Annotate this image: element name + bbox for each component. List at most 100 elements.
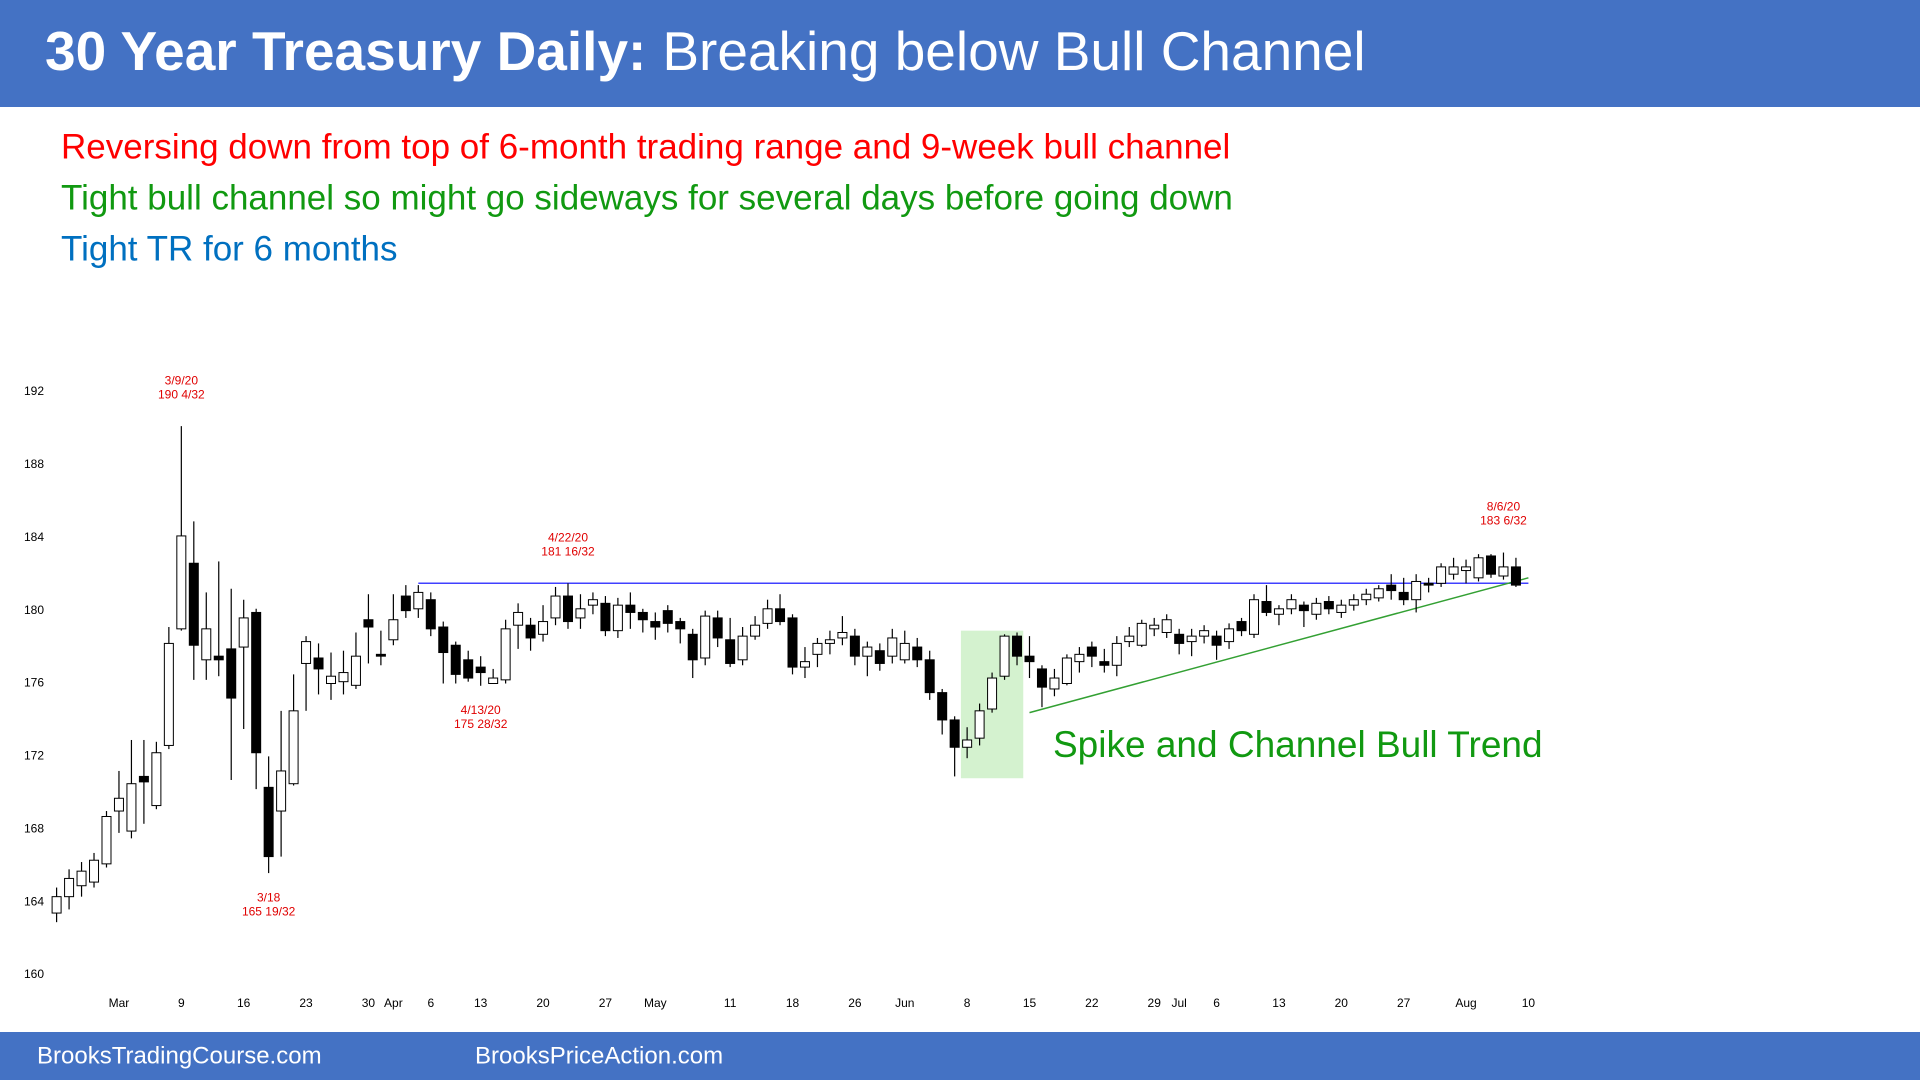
candle-body [375, 653, 386, 657]
candle-body [675, 621, 686, 630]
candle-body [400, 595, 411, 612]
y-tick-label: 176 [24, 676, 44, 690]
candle-body [1186, 635, 1197, 643]
candle-body [51, 896, 62, 914]
candle-body [1099, 661, 1110, 666]
candle-body [1436, 566, 1447, 584]
y-tick-label: 192 [24, 384, 44, 398]
y-tick-label: 188 [24, 457, 44, 471]
candle-body [1361, 593, 1372, 601]
price-annotation: 190 4/32 [158, 387, 205, 401]
candle-body [1423, 582, 1434, 586]
candle-body [1473, 557, 1484, 579]
x-tick-label: 29 [1148, 996, 1162, 1010]
slide-title: 30 Year Treasury Daily: Breaking below Bu… [45, 20, 1366, 82]
candle-body [650, 621, 661, 628]
candle-body [962, 739, 973, 748]
x-tick-label: 23 [299, 996, 313, 1010]
x-tick-label: 18 [786, 996, 800, 1010]
candle-body [1411, 580, 1422, 601]
candle-body [488, 677, 499, 684]
candle-body [1485, 555, 1496, 575]
y-tick-label: 164 [24, 894, 44, 908]
y-tick-label: 172 [24, 749, 44, 763]
candle-body [500, 628, 511, 681]
x-tick-label: 13 [474, 996, 488, 1010]
x-tick-label: 6 [427, 996, 434, 1010]
candle-body [899, 642, 910, 661]
price-annotation: 175 28/32 [454, 717, 508, 731]
x-tick-label: Jul [1171, 996, 1186, 1010]
candle-body [288, 710, 299, 785]
candle-body [999, 635, 1010, 677]
candle-body [700, 615, 711, 659]
candle-body [1211, 635, 1222, 646]
x-tick-label: Aug [1455, 996, 1476, 1010]
x-tick-label: 16 [237, 996, 251, 1010]
trend-label: Spike and Channel Bull Trend [1053, 724, 1543, 765]
candle-body [600, 602, 611, 632]
price-annotation: 4/13/20 [461, 703, 501, 717]
x-tick-label: 6 [1213, 996, 1220, 1010]
candle-body [1074, 653, 1085, 663]
note: Tight TR for 6 months [61, 229, 398, 268]
candle-body [201, 628, 212, 661]
candle-body [787, 617, 798, 668]
candle-body [974, 710, 985, 739]
x-tick-label: 13 [1272, 996, 1286, 1010]
candle-body [1199, 630, 1210, 637]
note: Tight bull channel so might go sideways … [61, 178, 1233, 217]
price-annotation: 3/18 [257, 890, 281, 904]
candle-body [637, 611, 648, 621]
candle-body [737, 635, 748, 661]
candle-body [1261, 601, 1272, 613]
note: Reversing down from top of 6-month tradi… [61, 127, 1230, 166]
candle-body [762, 608, 773, 624]
candle-body [687, 633, 698, 661]
channel-line [1029, 577, 1529, 714]
candle-body [725, 639, 736, 664]
candle-body [1136, 622, 1147, 646]
footer-band [0, 1032, 1920, 1080]
candle-body [874, 650, 885, 664]
candle-body [76, 870, 87, 887]
candle-body [1323, 601, 1334, 610]
candle-body [937, 692, 948, 721]
candle-body [625, 604, 636, 613]
candle-body [1249, 599, 1260, 635]
candle-body [1510, 566, 1521, 586]
candle-body [301, 641, 312, 664]
candle-body [413, 591, 424, 610]
candle-body [188, 562, 199, 646]
candle-body [64, 877, 75, 898]
candle-body [1298, 604, 1309, 612]
candle-body [1311, 602, 1322, 615]
candle-body [750, 624, 761, 637]
candle-body [1461, 566, 1472, 572]
x-tick-label: 30 [362, 996, 376, 1010]
header-band [0, 0, 1920, 107]
candle-body [1124, 635, 1135, 643]
candle-body [126, 783, 137, 832]
footer-left: BrooksTradingCourse.com [37, 1042, 322, 1069]
candle-body [812, 642, 823, 655]
x-tick-label: 20 [1335, 996, 1349, 1010]
candle-body [587, 599, 598, 606]
title-bold: 30 Year Treasury Daily: [45, 20, 646, 82]
candle-body [475, 666, 486, 674]
x-tick-label: 10 [1522, 996, 1536, 1010]
candle-body [949, 719, 960, 748]
candle-body [562, 595, 573, 623]
candle-body [151, 752, 162, 807]
y-tick-label: 180 [24, 603, 44, 617]
candle-body [924, 659, 935, 694]
candle-body [862, 646, 873, 657]
candle-body [213, 655, 224, 661]
candle-body [525, 624, 536, 639]
candle-body [113, 797, 124, 812]
candle-body [1049, 677, 1060, 690]
candle-body [1174, 633, 1185, 644]
